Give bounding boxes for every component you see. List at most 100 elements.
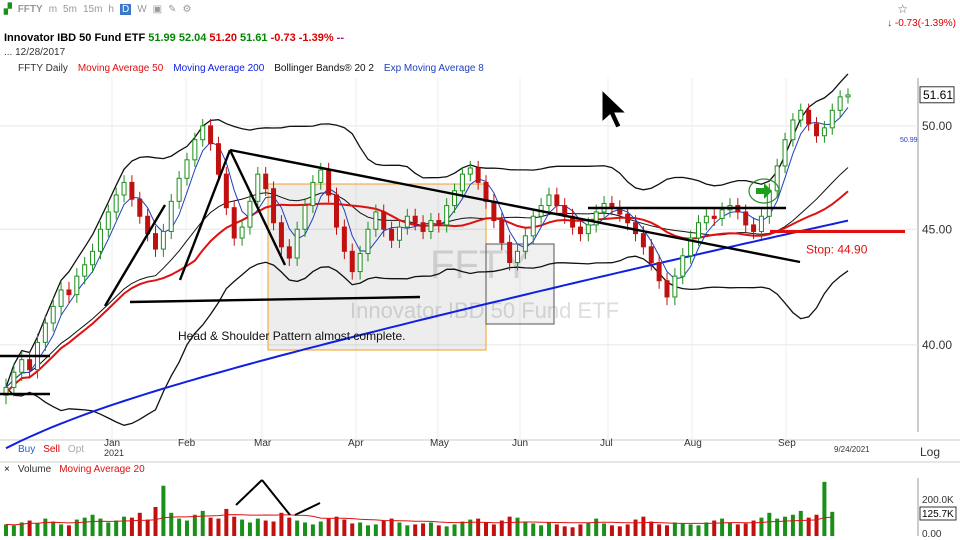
interval-1m[interactable]: m xyxy=(48,3,58,15)
close-icon[interactable]: × xyxy=(4,464,10,475)
candle-body xyxy=(514,250,520,264)
volume-bar xyxy=(145,519,150,536)
volume-bar xyxy=(365,525,370,536)
volume-bar xyxy=(586,522,591,536)
candle-body xyxy=(42,322,48,343)
volume-bar xyxy=(507,516,512,536)
open-value: 51.99 xyxy=(148,32,176,44)
star-icon[interactable]: ☆ xyxy=(897,2,908,16)
volume-bar xyxy=(342,519,347,536)
volume-title[interactable]: Volume xyxy=(17,464,52,475)
interval-w[interactable]: W xyxy=(137,3,147,15)
candle-body xyxy=(507,241,513,264)
volume-bar xyxy=(735,524,740,536)
volume-bar xyxy=(232,516,237,536)
candle-body xyxy=(428,220,434,232)
buy-link[interactable]: Buy xyxy=(18,444,36,455)
volume-annotation-line xyxy=(294,502,321,516)
symbol-input[interactable]: FFTY xyxy=(17,3,43,15)
candle-body xyxy=(373,211,379,230)
candle-body xyxy=(452,190,458,207)
volume-bar xyxy=(90,514,95,536)
volume-bar xyxy=(114,520,119,536)
candle-body xyxy=(357,253,363,273)
volume-bar xyxy=(19,522,24,536)
logo-icon[interactable]: ▞ xyxy=(4,3,12,15)
candle-body xyxy=(294,228,300,259)
ma50-line xyxy=(5,190,849,394)
candle-body xyxy=(814,123,820,137)
volume-bar xyxy=(625,524,630,536)
candle-body xyxy=(74,275,80,296)
volume-bar xyxy=(688,524,693,536)
volume-bar xyxy=(720,518,725,536)
interval-d[interactable]: D xyxy=(119,3,132,15)
volume-bar xyxy=(704,522,709,536)
candle-body xyxy=(782,139,788,167)
candle-body xyxy=(798,109,804,121)
candle-body xyxy=(389,228,395,241)
volume-bar xyxy=(295,520,300,536)
candle-body xyxy=(176,177,182,202)
candle-body xyxy=(223,173,229,209)
volume-bar xyxy=(310,524,315,536)
candle-body xyxy=(27,359,33,371)
chart-type-icon[interactable]: ▣ xyxy=(152,3,163,15)
interval-15m[interactable]: 15m xyxy=(82,3,103,15)
legend-bb[interactable]: Bollinger Bands® 20 2 xyxy=(274,62,374,74)
volume-bar xyxy=(358,522,363,536)
legend-ma200[interactable]: Moving Average 200 xyxy=(173,62,265,74)
volume-last-box xyxy=(919,506,957,521)
volume-bar xyxy=(271,521,276,536)
volume-ma[interactable]: Moving Average 20 xyxy=(59,464,145,475)
volume-bar xyxy=(192,514,197,536)
draw-icon[interactable]: ✎ xyxy=(168,3,177,15)
candle-body xyxy=(404,215,410,228)
candle-body xyxy=(459,173,465,192)
volume-bar xyxy=(649,521,654,536)
candle-body xyxy=(633,222,639,235)
ema8-line xyxy=(5,107,849,388)
breakout-arrow-icon xyxy=(756,183,772,199)
candle-body xyxy=(105,211,111,230)
breakout-circle xyxy=(748,178,780,204)
ema-label: 50.99 xyxy=(900,137,918,144)
interval-h[interactable]: h xyxy=(108,3,114,15)
trend-line xyxy=(228,149,287,266)
volume-bar xyxy=(476,518,481,536)
consolidation-box xyxy=(485,243,555,325)
close-value: 51.61 xyxy=(240,32,268,44)
more-dots[interactable]: -- xyxy=(336,32,344,44)
candle-body xyxy=(396,226,402,241)
candle-body xyxy=(271,188,277,224)
legend-ma50[interactable]: Moving Average 50 xyxy=(77,62,164,74)
candle-body xyxy=(19,359,25,373)
trend-line xyxy=(178,149,232,281)
candle-body xyxy=(758,215,764,232)
candle-body xyxy=(184,159,190,179)
volume-bar xyxy=(491,524,496,536)
candle-body xyxy=(475,167,481,183)
opt-link[interactable]: Opt xyxy=(67,444,85,455)
volume-bar xyxy=(428,522,433,536)
legend-main[interactable]: FFTY Daily xyxy=(18,62,68,74)
volume-bar xyxy=(373,524,378,536)
interval-5m[interactable]: 5m xyxy=(63,3,77,15)
volume-bar xyxy=(11,525,16,536)
settings-icon[interactable]: ⚙ xyxy=(182,3,192,15)
volume-bar xyxy=(27,520,32,536)
candle-body xyxy=(845,94,851,98)
legend-ema[interactable]: Exp Moving Average 8 xyxy=(383,62,484,74)
candle-body xyxy=(412,215,418,224)
volume-bar xyxy=(751,520,756,536)
volume-bar xyxy=(444,526,449,536)
candle-body xyxy=(302,205,308,230)
mouse-cursor-icon xyxy=(601,88,628,129)
candle-body xyxy=(82,264,88,277)
candle-body xyxy=(577,226,583,235)
sell-link[interactable]: Sell xyxy=(43,444,60,455)
candle-body xyxy=(286,246,292,259)
candle-body xyxy=(113,194,119,213)
volume-bar xyxy=(767,512,772,536)
